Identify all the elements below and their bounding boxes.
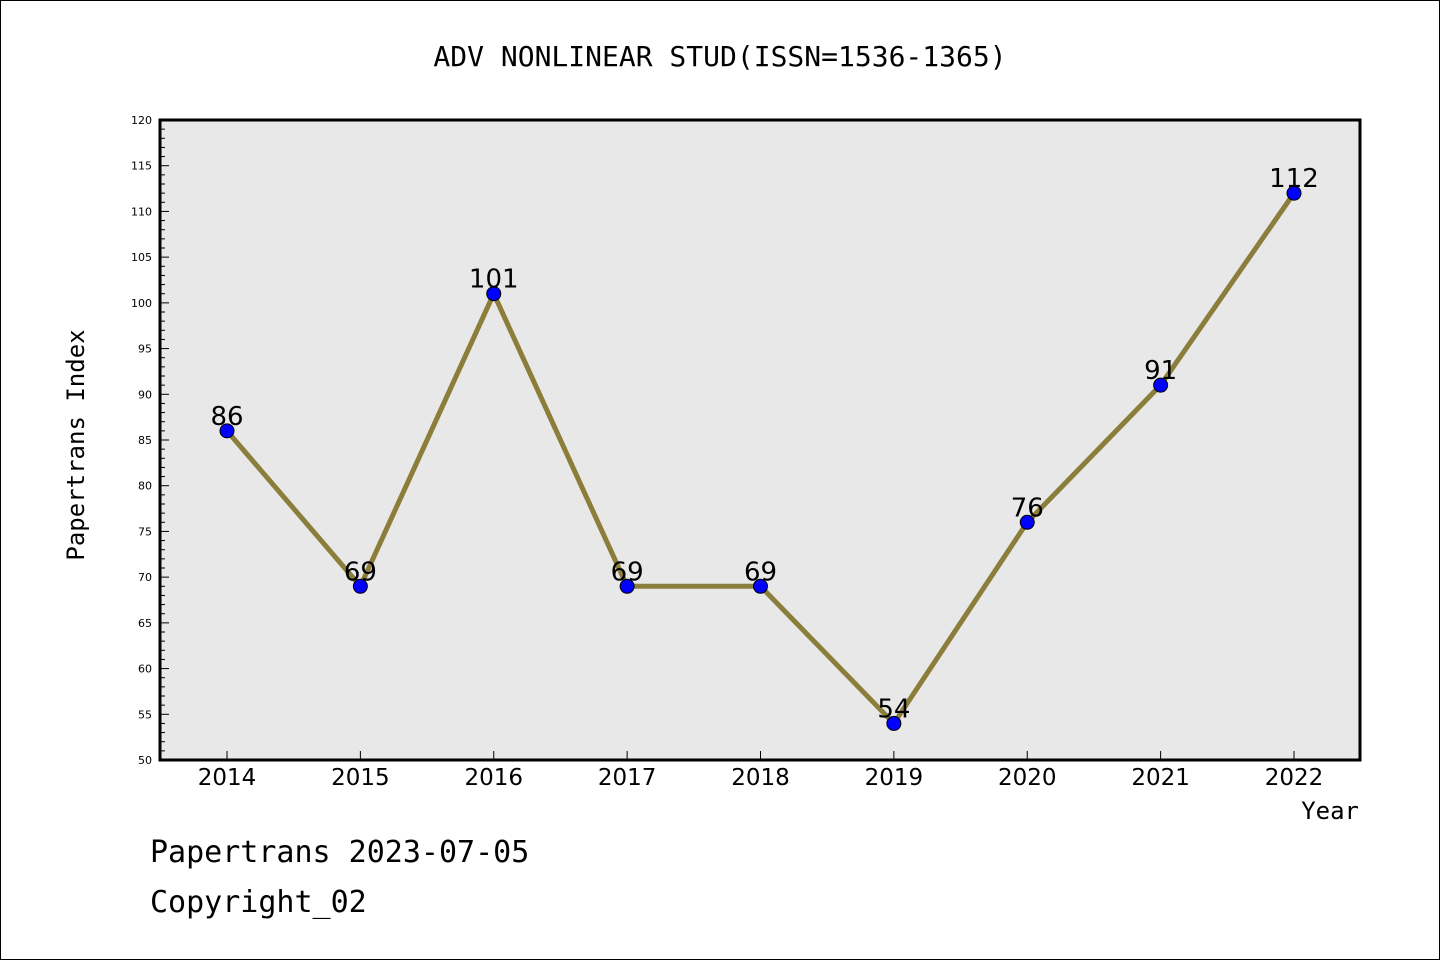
y-tick-label: 65: [138, 617, 152, 630]
y-tick-label: 70: [138, 571, 152, 584]
data-point: [219, 423, 235, 439]
y-tick-label: 100: [131, 297, 152, 310]
data-point: [1286, 185, 1302, 201]
data-point: [1153, 377, 1169, 393]
y-tick-label: 75: [138, 525, 152, 538]
x-axis-label: Year: [1301, 797, 1359, 825]
x-tick-label: 2016: [464, 765, 523, 791]
x-tick-label: 2020: [998, 765, 1057, 791]
y-axis: 50 55 60 65 70 75 80 85 90 95 100 105 110 115 120: [131, 114, 169, 767]
data-point: [1019, 514, 1035, 530]
y-tick-label: 95: [138, 343, 152, 356]
data-point: [886, 715, 902, 731]
footer-date: Papertrans 2023-07-05: [150, 835, 530, 870]
data-point: [753, 578, 768, 594]
y-axis-label: Papertrans Index: [62, 329, 90, 560]
y-tick-label: 90: [138, 388, 152, 401]
plot-area: [158, 118, 1362, 762]
x-tick-label: 2017: [598, 765, 657, 791]
y-tick-label: 80: [138, 480, 152, 493]
data-point: [352, 578, 368, 594]
data-label: 101: [469, 265, 519, 295]
data-label: 69: [344, 557, 377, 587]
y-tick-label: 120: [131, 114, 152, 127]
y-tick-label: 60: [138, 663, 152, 676]
data-point: [486, 286, 502, 302]
data-label: 91: [1144, 356, 1177, 386]
data-label: 69: [744, 557, 777, 587]
data-label: 69: [611, 557, 644, 587]
y-tick-label: 110: [131, 205, 152, 218]
y-tick-label: 115: [131, 160, 152, 173]
x-tick-label: 2019: [865, 765, 924, 791]
x-tick-label: 2014: [198, 765, 257, 791]
y-tick-label: 105: [131, 251, 152, 264]
data-label: 76: [1011, 493, 1044, 523]
data-label: 54: [877, 694, 910, 724]
data-label: 112: [1269, 164, 1319, 194]
x-tick-label: 2015: [331, 765, 390, 791]
x-tick-label: 2021: [1131, 765, 1190, 791]
data-label: 86: [210, 402, 243, 432]
footer-copyright: Copyright_02: [150, 885, 367, 920]
x-axis: 2014 2015 2016 2017 2018 2019 2020 2021 2022: [198, 751, 1324, 791]
y-tick-label: 85: [138, 434, 152, 447]
data-point: [619, 578, 635, 594]
y-tick-label: 50: [138, 754, 152, 767]
x-tick-label: 2022: [1265, 765, 1324, 791]
x-tick-label: 2018: [731, 765, 790, 791]
series-line-group: 86 69 101 69 69 54 76 91 112: [210, 164, 1319, 731]
y-tick-label: 55: [138, 708, 152, 721]
chart-title: ADV NONLINEAR STUD(ISSN=1536-1365): [433, 40, 1006, 73]
